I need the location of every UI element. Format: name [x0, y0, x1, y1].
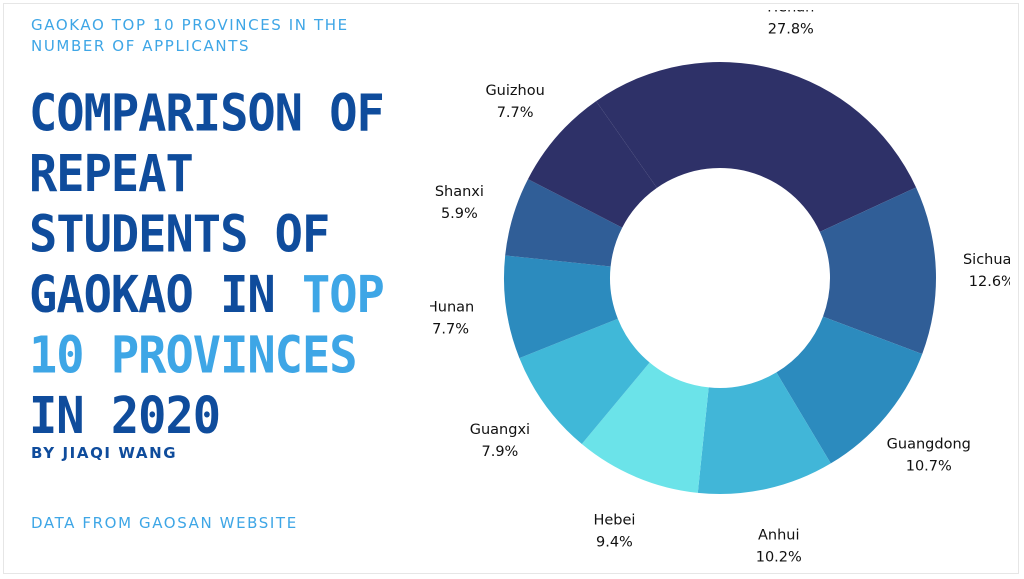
slice-shanxi [505, 179, 623, 267]
slice-value-hebei: 9.4% [596, 535, 633, 551]
donut-chart: Henan 27.8% Sichuan 12.6% Guangdong 10.7% Anhu… [430, 10, 1010, 566]
slice-guangdong [776, 316, 923, 464]
slice-value-shanxi: 5.9% [441, 206, 478, 222]
slice-anhui [697, 372, 831, 495]
author-byline: BY JIAQI WANG [31, 444, 178, 462]
slice-hunan [504, 255, 618, 359]
slice-name-hebei: Hebei [593, 513, 635, 529]
title-highlight: TOP 10 PROVINCES [29, 265, 385, 386]
slice-value-anhui: 10.2% [756, 550, 802, 566]
slice-value-sichuan: 12.6% [969, 274, 1010, 290]
slice-name-guangdong: Guangdong [887, 436, 971, 452]
main-title: COMPARISON OF REPEAT STUDENTS OF GAOKAO … [29, 84, 424, 447]
slice-name-sichuan: Sichuan [963, 252, 1010, 268]
data-source-note: DATA FROM GAOSAN WEBSITE [31, 514, 298, 532]
slice-value-guangxi: 7.9% [482, 444, 519, 460]
title-text-part2: IN 2020 [29, 386, 221, 446]
slice-label-shanxi: Shanxi 5.9% [435, 184, 484, 222]
slice-hebei [581, 362, 709, 493]
slice-label-sichuan: Sichuan 12.6% [963, 252, 1010, 290]
donut-slices [504, 62, 936, 495]
slice-label-hebei: Hebei 9.4% [593, 513, 635, 551]
supertitle: GAOKAO TOP 10 PROVINCES IN THE NUMBER OF… [31, 16, 349, 55]
slice-label-henan: Henan 27.8% [767, 10, 814, 37]
slice-value-guangdong: 10.7% [906, 458, 952, 474]
slice-sichuan [819, 187, 936, 354]
slice-henan [596, 62, 917, 232]
slice-label-anhui: Anhui 10.2% [756, 528, 802, 566]
slice-guangxi [519, 318, 650, 445]
slice-label-guizhou: Guizhou 7.7% [485, 83, 544, 121]
slice-value-hunan: 7.7% [432, 321, 469, 337]
slice-value-henan: 27.8% [768, 21, 814, 37]
slice-name-shanxi: Shanxi [435, 184, 484, 200]
slice-name-henan: Henan [767, 10, 814, 15]
slice-guizhou [527, 101, 657, 228]
title-text-part1: COMPARISON OF REPEAT STUDENTS OF GAOKAO … [29, 84, 385, 325]
slice-name-anhui: Anhui [758, 528, 800, 544]
slice-value-guizhou: 7.7% [497, 105, 534, 121]
slice-name-guangxi: Guangxi [470, 422, 530, 438]
slice-label-hunan: Hunan 7.7% [430, 299, 474, 337]
slice-label-guangdong: Guangdong 10.7% [887, 436, 971, 474]
slice-name-hunan: Hunan [430, 299, 474, 315]
slice-name-guizhou: Guizhou [485, 83, 544, 99]
slice-label-guangxi: Guangxi 7.9% [470, 422, 530, 460]
donut-labels: Henan 27.8% Sichuan 12.6% Guangdong 10.7% Anhu… [430, 10, 1010, 566]
